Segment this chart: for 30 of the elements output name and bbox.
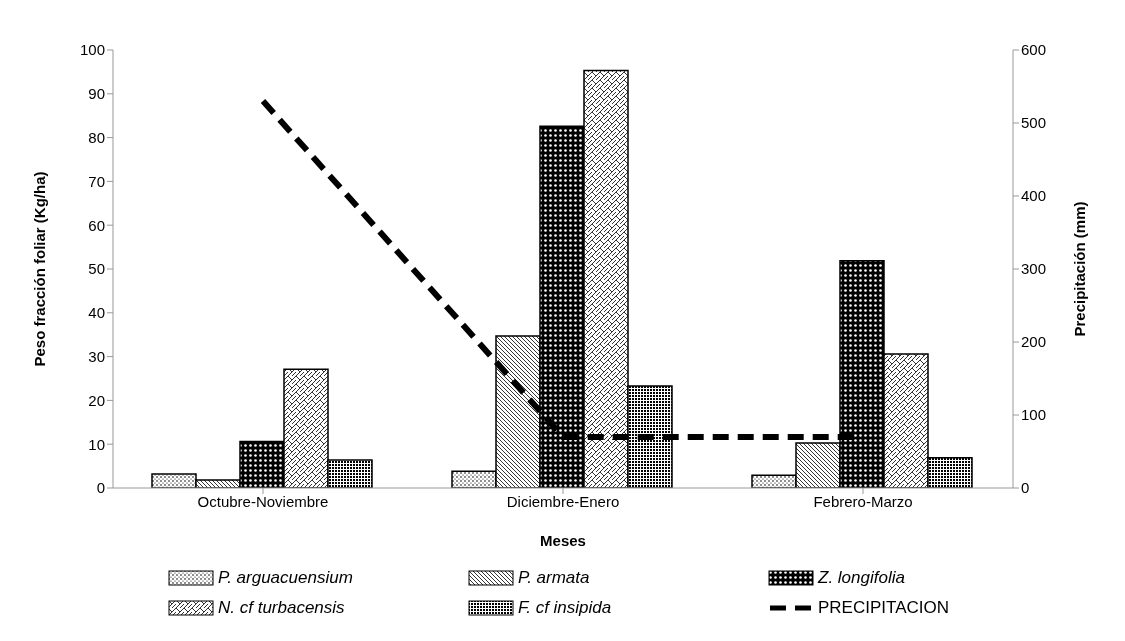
- y-tick-label: 80: [88, 128, 105, 146]
- y-tick-label: 30: [88, 347, 105, 365]
- y-tick-label: 40: [88, 304, 105, 322]
- legend-label: F. cf insipida: [518, 598, 612, 618]
- legend-label: Z. longifolia: [818, 568, 905, 588]
- y-tick-label: 10: [88, 435, 105, 453]
- y2-tick-label: 400: [1021, 187, 1047, 205]
- y2-tick-label: 300: [1021, 260, 1047, 278]
- x-tick-label: Febrero-Marzo: [813, 492, 913, 510]
- y2-tick-label: 0: [1021, 479, 1030, 497]
- y-tick-label: 100: [79, 41, 105, 59]
- y-tick-label: 50: [88, 260, 105, 278]
- y-tick-label: 20: [88, 391, 105, 409]
- x-tick-label: Diciembre-Enero: [506, 492, 620, 510]
- y-tick-label: 70: [88, 172, 105, 190]
- y-tick-label: 60: [88, 216, 105, 234]
- y2-tick-label: 600: [1021, 41, 1047, 59]
- x-tick-label: Octubre-Noviembre: [197, 492, 329, 510]
- legend-label: P. arguacuensium: [218, 568, 353, 588]
- y2-tick-label: 500: [1021, 114, 1047, 132]
- y-tick-label: 90: [88, 85, 105, 103]
- y2-axis-title: Precipitación (mm): [1071, 201, 1089, 337]
- legend-label: P. armata: [518, 568, 590, 588]
- y-axis-title: Peso fracción foliar (Kg/ha): [31, 171, 49, 367]
- y2-tick-label: 100: [1021, 406, 1047, 424]
- legend-label: PRECIPITACION: [818, 598, 949, 618]
- y-tick-label: 0: [96, 479, 105, 497]
- y2-tick-label: 200: [1021, 333, 1047, 351]
- x-axis-title: Meses: [540, 532, 586, 549]
- legend-label: N. cf turbacensis: [218, 598, 345, 618]
